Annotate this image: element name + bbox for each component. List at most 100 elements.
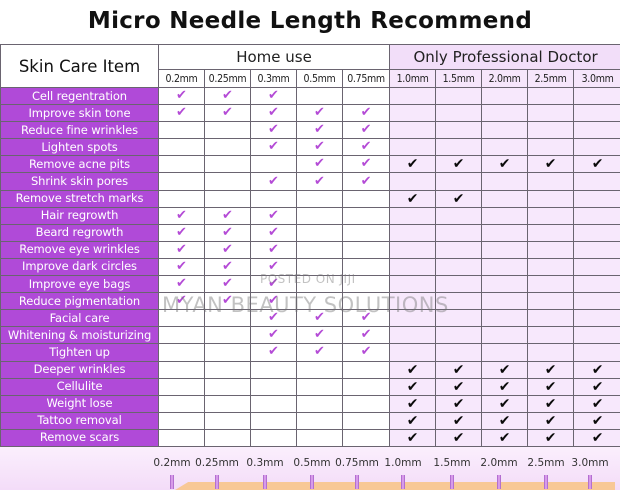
check-cell <box>296 257 343 277</box>
ruler-label: 1.0mm <box>384 457 422 469</box>
check-cell <box>158 155 205 174</box>
check-cell <box>158 411 205 430</box>
ruler-label: 0.5mm <box>293 457 331 469</box>
check-cell: ✔ <box>296 138 343 157</box>
check-cell: ✔ <box>204 223 251 242</box>
check-cell: ✔ <box>204 240 251 259</box>
check-cell: ✔ <box>435 377 483 396</box>
table-row: Reduce pigmentation ✔ ✔ ✔ <box>0 292 620 311</box>
check-cell <box>481 223 529 242</box>
check-cell <box>389 275 437 294</box>
checkmark-icon: ✔ <box>591 156 604 173</box>
check-cell <box>573 343 620 362</box>
check-cell <box>158 377 205 396</box>
check-cell <box>296 428 343 447</box>
check-cell <box>341 377 391 396</box>
check-cell <box>341 189 391 208</box>
check-cell <box>573 189 620 208</box>
checkmark-icon: ✔ <box>406 361 419 378</box>
length-header-cell: 0.75mm <box>341 69 391 88</box>
checkmark-icon: ✔ <box>406 378 419 395</box>
check-cell: ✔ <box>389 394 437 413</box>
skin-care-item-header: Skin Care Item <box>0 44 159 88</box>
check-cell <box>481 121 529 140</box>
checkmark-icon: ✔ <box>406 156 419 173</box>
check-cell: ✔ <box>204 292 251 311</box>
skin-care-item-label: Deeper wrinkles <box>0 360 159 379</box>
check-cell: ✔ <box>527 394 575 413</box>
check-cell: ✔ <box>250 104 297 123</box>
check-cell <box>435 292 483 311</box>
check-cell: ✔ <box>158 86 205 106</box>
check-cell: ✔ <box>341 121 391 140</box>
check-cell: ✔ <box>250 257 297 277</box>
check-cell: ✔ <box>158 292 205 311</box>
home-use-header: Home use <box>157 44 391 70</box>
checkmark-icon: ✔ <box>176 105 187 121</box>
check-cell: ✔ <box>250 206 297 225</box>
length-header-cell: 0.3mm <box>250 69 297 88</box>
checkmark-icon: ✔ <box>591 395 604 412</box>
check-cell: ✔ <box>250 172 297 191</box>
table-row: Beard regrowth ✔ ✔ ✔ <box>0 223 620 242</box>
checkmark-icon: ✔ <box>222 258 233 274</box>
checkmark-icon: ✔ <box>591 361 604 378</box>
check-cell <box>527 309 575 328</box>
check-cell <box>481 257 529 277</box>
check-cell: ✔ <box>389 189 437 208</box>
check-cell: ✔ <box>296 155 343 174</box>
check-cell <box>158 326 205 345</box>
checkmark-icon: ✔ <box>498 412 511 429</box>
checkmark-icon: ✔ <box>452 395 465 412</box>
check-cell <box>527 223 575 242</box>
check-cell <box>250 360 297 379</box>
check-cell <box>435 275 483 294</box>
skin-care-item-label: Lighten spots <box>0 138 159 157</box>
ruler-label: 0.3mm <box>246 457 284 469</box>
checkmark-icon: ✔ <box>406 190 419 207</box>
checkmark-icon: ✔ <box>360 139 372 155</box>
check-cell <box>341 292 391 311</box>
check-cell <box>296 189 343 208</box>
check-cell <box>435 86 483 106</box>
check-cell: ✔ <box>435 394 483 413</box>
check-cell: ✔ <box>250 326 297 345</box>
check-cell <box>573 206 620 225</box>
length-header-cell: 3.0mm <box>573 69 620 88</box>
check-cell <box>296 377 343 396</box>
check-cell <box>296 360 343 379</box>
check-cell <box>296 394 343 413</box>
ruler-label: 0.75mm <box>335 457 379 469</box>
needle-tick-icon <box>263 475 267 489</box>
needle-tick-icon <box>310 475 314 489</box>
check-cell <box>481 343 529 362</box>
check-cell <box>527 275 575 294</box>
check-cell: ✔ <box>341 138 391 157</box>
check-cell <box>481 275 529 294</box>
check-cell <box>204 343 251 362</box>
checkmark-icon: ✔ <box>268 139 279 155</box>
check-cell: ✔ <box>204 206 251 225</box>
check-cell <box>296 206 343 225</box>
check-cell: ✔ <box>527 360 575 379</box>
checkmark-icon: ✔ <box>360 310 372 326</box>
table-row: Remove stretch marks ✔ ✔ <box>0 189 620 208</box>
table-row: Whitening & moisturizing ✔ ✔ ✔ <box>0 326 620 345</box>
checkmark-icon: ✔ <box>544 429 557 446</box>
checkmark-icon: ✔ <box>268 344 279 360</box>
ruler-label: 2.5mm <box>527 457 565 469</box>
check-cell: ✔ <box>435 360 483 379</box>
check-cell <box>527 343 575 362</box>
check-cell: ✔ <box>341 104 391 123</box>
table-body: Cell regentration ✔ ✔ ✔ Improve skin tone ✔ ✔ ✔… <box>0 86 620 447</box>
check-cell <box>389 86 437 106</box>
check-cell <box>341 223 391 242</box>
check-cell: ✔ <box>158 275 205 294</box>
checkmark-icon: ✔ <box>176 241 187 257</box>
checkmark-icon: ✔ <box>268 293 279 309</box>
needle-tick-icon <box>215 475 219 489</box>
check-cell: ✔ <box>250 309 297 328</box>
check-cell <box>389 121 437 140</box>
checkmark-icon: ✔ <box>544 378 557 395</box>
check-cell <box>296 411 343 430</box>
